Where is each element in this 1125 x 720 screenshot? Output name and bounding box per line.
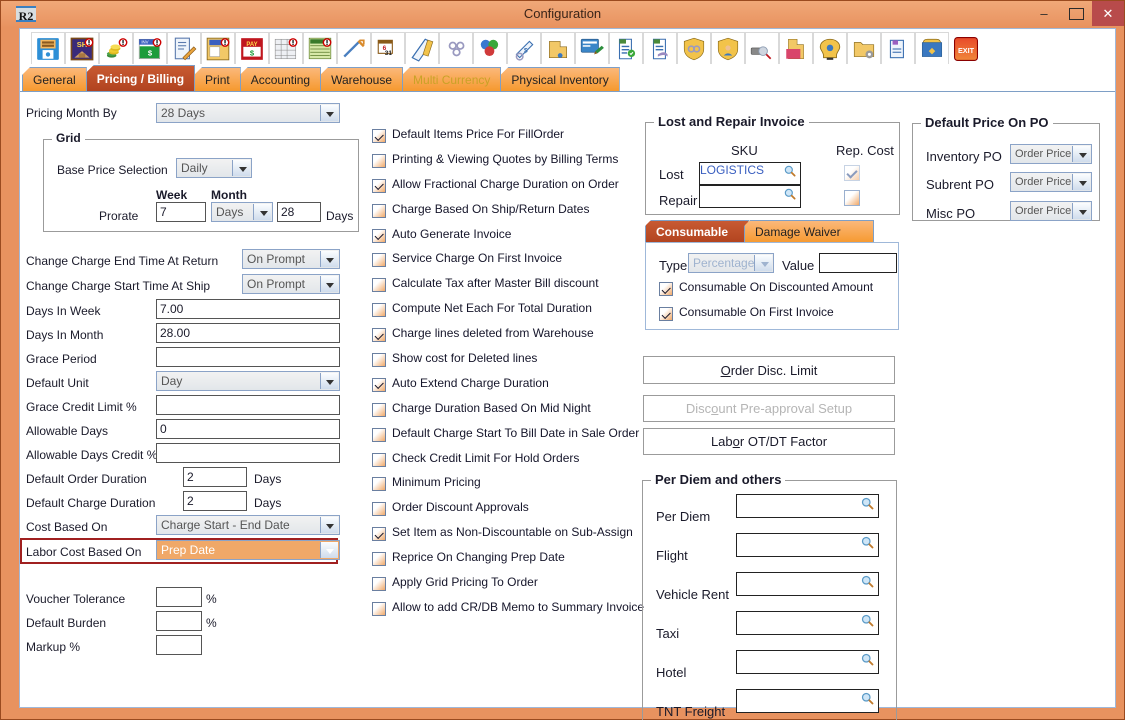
svg-text:$: $ (524, 47, 528, 54)
svg-text:INV: INV (141, 39, 148, 44)
svg-text:31: 31 (385, 49, 393, 56)
svg-text:EXIT: EXIT (958, 45, 975, 54)
